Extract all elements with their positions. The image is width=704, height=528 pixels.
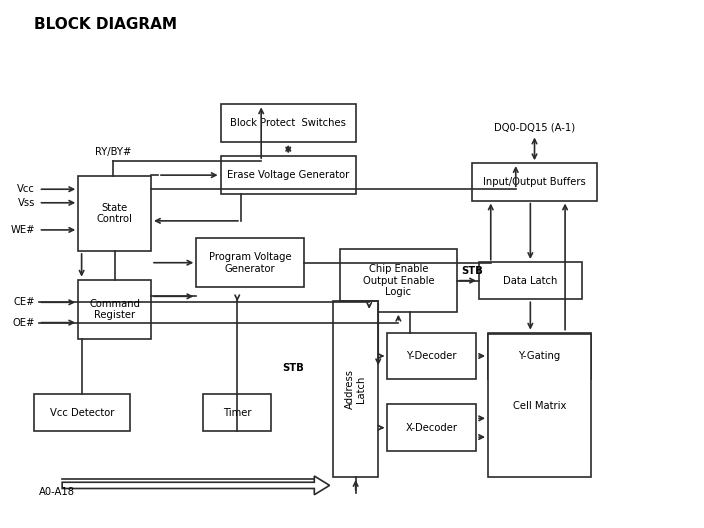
Text: BLOCK DIAGRAM: BLOCK DIAGRAM (34, 17, 177, 32)
Text: Y-Decoder: Y-Decoder (406, 351, 457, 361)
Text: A0-A18: A0-A18 (39, 487, 75, 497)
FancyBboxPatch shape (479, 262, 582, 299)
Text: WE#: WE# (11, 225, 35, 235)
Text: STB: STB (462, 266, 484, 276)
Text: RY/BY#: RY/BY# (95, 147, 132, 157)
FancyBboxPatch shape (488, 334, 591, 477)
Polygon shape (62, 476, 329, 495)
Text: DQ0-DQ15 (A-1): DQ0-DQ15 (A-1) (494, 122, 575, 132)
Text: Data Latch: Data Latch (503, 276, 558, 286)
Text: STB: STB (282, 363, 304, 373)
Text: Block Protect  Switches: Block Protect Switches (230, 118, 346, 128)
FancyBboxPatch shape (387, 404, 476, 451)
Text: Vcc: Vcc (17, 184, 35, 194)
FancyBboxPatch shape (196, 238, 304, 287)
FancyBboxPatch shape (333, 301, 378, 477)
Text: Address
Latch: Address Latch (345, 369, 367, 409)
FancyBboxPatch shape (488, 333, 591, 379)
FancyBboxPatch shape (203, 394, 271, 431)
Text: Vcc Detector: Vcc Detector (50, 408, 115, 418)
FancyBboxPatch shape (387, 333, 476, 379)
Text: Cell Matrix: Cell Matrix (513, 401, 566, 411)
FancyBboxPatch shape (340, 249, 457, 312)
Text: X-Decoder: X-Decoder (406, 423, 458, 432)
Text: Y-Gating: Y-Gating (518, 351, 560, 361)
FancyBboxPatch shape (220, 105, 356, 142)
Text: Command
Register: Command Register (89, 299, 140, 320)
Text: Vss: Vss (18, 198, 35, 208)
FancyBboxPatch shape (220, 156, 356, 194)
Text: State
Control: State Control (96, 203, 132, 224)
Text: Erase Voltage Generator: Erase Voltage Generator (227, 170, 349, 180)
Text: CE#: CE# (13, 297, 35, 307)
Text: Input/Output Buffers: Input/Output Buffers (483, 177, 586, 187)
Text: Timer: Timer (223, 408, 251, 418)
FancyBboxPatch shape (78, 280, 151, 340)
FancyBboxPatch shape (34, 394, 130, 431)
FancyBboxPatch shape (472, 163, 597, 201)
Text: Program Voltage
Generator: Program Voltage Generator (209, 252, 291, 274)
Text: Chip Enable
Output Enable
Logic: Chip Enable Output Enable Logic (363, 264, 434, 297)
Text: OE#: OE# (13, 318, 35, 327)
FancyBboxPatch shape (78, 176, 151, 251)
